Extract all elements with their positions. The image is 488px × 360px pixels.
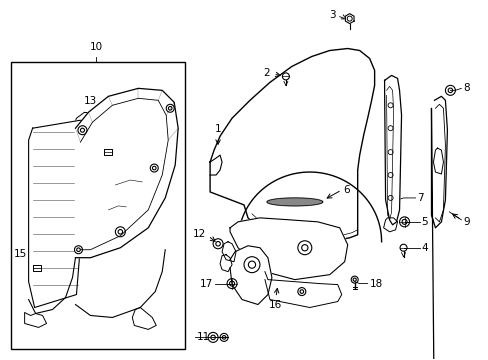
Text: 2: 2 xyxy=(263,68,269,78)
Polygon shape xyxy=(210,49,374,242)
Polygon shape xyxy=(430,96,447,228)
Text: 13: 13 xyxy=(83,96,97,106)
Text: 3: 3 xyxy=(328,10,335,20)
Polygon shape xyxy=(345,14,353,24)
Text: 5: 5 xyxy=(421,217,427,227)
Text: 17: 17 xyxy=(200,279,213,289)
Text: 10: 10 xyxy=(90,42,103,53)
Polygon shape xyxy=(229,218,347,280)
Text: 18: 18 xyxy=(369,279,382,289)
Text: 6: 6 xyxy=(343,185,349,195)
Text: 16: 16 xyxy=(269,300,282,310)
Polygon shape xyxy=(229,246,271,305)
Text: 14: 14 xyxy=(118,121,131,131)
Polygon shape xyxy=(75,88,178,258)
Text: 7: 7 xyxy=(417,193,423,203)
Text: 9: 9 xyxy=(463,217,469,227)
Text: 1: 1 xyxy=(214,124,221,134)
Bar xyxy=(11,62,185,349)
Text: 4: 4 xyxy=(421,243,427,253)
Text: 11: 11 xyxy=(197,332,210,342)
Polygon shape xyxy=(266,198,322,206)
Text: 12: 12 xyxy=(192,229,205,239)
Text: 8: 8 xyxy=(463,84,469,93)
Text: 15: 15 xyxy=(13,249,26,259)
Polygon shape xyxy=(384,75,401,225)
Polygon shape xyxy=(29,120,84,307)
